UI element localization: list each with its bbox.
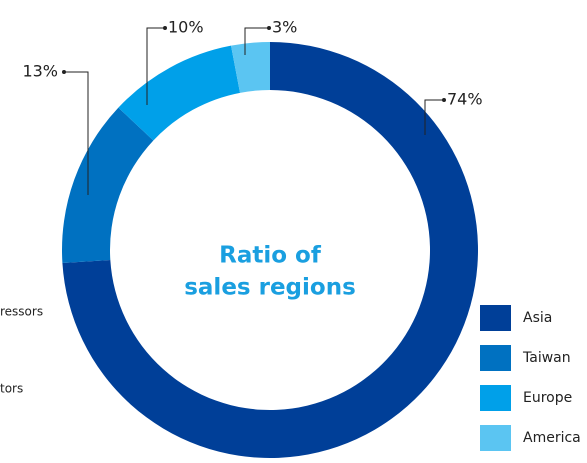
value-label: 13% <box>22 62 58 81</box>
legend-swatch <box>480 425 511 451</box>
center-title: sales regions <box>184 275 356 301</box>
legend-label: Asia <box>523 310 552 326</box>
leader-dot <box>267 26 271 30</box>
leader-line <box>64 71 89 195</box>
donut-segment <box>62 107 154 264</box>
donut-segment <box>118 45 241 141</box>
leader-line <box>146 27 165 105</box>
value-label: 10% <box>168 18 204 37</box>
center-title: Ratio of <box>219 243 322 269</box>
legend-swatch <box>480 345 511 371</box>
annotation: ressors <box>0 305 43 319</box>
value-label: 3% <box>272 18 297 37</box>
legend-label: Taiwan <box>522 350 571 366</box>
legend-swatch <box>480 385 511 411</box>
legend-label: America <box>523 430 581 446</box>
leader-line <box>244 27 269 55</box>
value-label: 74% <box>447 90 483 109</box>
legend-swatch <box>480 305 511 331</box>
leader-line <box>424 99 444 135</box>
leader-dot <box>163 26 167 30</box>
legend-label: Europe <box>523 390 572 406</box>
donut-segment <box>231 42 270 93</box>
leader-dot <box>62 70 66 74</box>
leader-dot <box>442 98 446 102</box>
annotation: tors <box>0 382 23 396</box>
